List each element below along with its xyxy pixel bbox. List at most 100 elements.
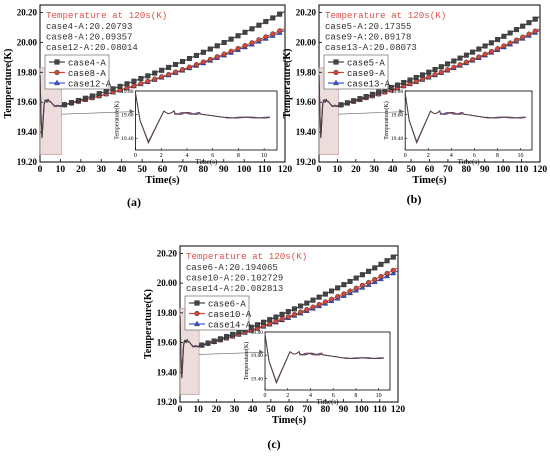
- series-marker: [457, 62, 463, 68]
- inset-y-tick-label: 19.60: [251, 353, 264, 359]
- series-marker: [145, 73, 151, 79]
- y-tick-label: 19.60: [157, 338, 178, 348]
- info-title: Temperature at 120s(K): [325, 10, 446, 21]
- series-marker: [322, 299, 328, 305]
- info-line: case4-A:20.20793: [46, 22, 132, 32]
- series-marker: [482, 43, 488, 49]
- series-marker: [376, 89, 382, 95]
- inset-x-tick-label: 8: [237, 153, 240, 159]
- x-tick-label: 100: [237, 165, 252, 175]
- legend-marker: [194, 310, 200, 317]
- info-title: Temperature at 120s(K): [46, 10, 167, 21]
- x-tick-label: 100: [355, 405, 370, 415]
- inset-x-axis-label: Time(s): [195, 158, 218, 166]
- x-tick-label: 30: [370, 165, 380, 175]
- series-marker: [62, 102, 68, 108]
- series-marker: [520, 23, 526, 29]
- series-marker: [96, 91, 102, 97]
- series-marker: [338, 102, 344, 108]
- x-tick-label: 0: [317, 165, 322, 175]
- info-title: Temperature at 120s(K): [186, 251, 307, 262]
- inset-x-tick-label: 10: [376, 393, 382, 399]
- series-marker: [159, 67, 165, 73]
- series-marker: [298, 309, 304, 315]
- series-marker: [131, 83, 137, 89]
- series-marker: [138, 81, 144, 87]
- legend-marker: [333, 59, 339, 65]
- series-marker: [152, 76, 158, 82]
- legend-entry: case9-A: [347, 69, 385, 79]
- series-marker: [180, 59, 186, 65]
- panel-label: (b): [407, 192, 422, 206]
- series-marker: [353, 275, 359, 281]
- legend-entry: case10-A: [208, 310, 252, 320]
- inset-x-tick-label: 2: [427, 153, 430, 159]
- series-marker: [310, 297, 316, 303]
- x-tick-label: 110: [515, 165, 529, 175]
- series-marker: [420, 76, 426, 82]
- inset-y-tick-label: 19.80: [391, 89, 404, 95]
- series-marker: [366, 279, 372, 285]
- zoom-arrow-head: [399, 109, 405, 114]
- series-marker: [532, 28, 538, 34]
- chart-panel-3: 0 10 20 30 40 50 60 70 80 90 100 110 12019.2019.4019…: [143, 245, 405, 451]
- series-marker: [205, 340, 211, 346]
- series-marker: [384, 270, 390, 276]
- series-marker: [221, 40, 227, 46]
- zoom-arrow: [61, 111, 134, 115]
- series-marker: [159, 74, 165, 80]
- x-tick-label: 100: [496, 165, 511, 175]
- inset-x-tick-label: 4: [450, 153, 453, 159]
- series-case8-A: [39, 27, 286, 138]
- inset-y-tick-label: 19.60: [121, 113, 134, 119]
- x-tick-label: 120: [533, 165, 548, 175]
- series-marker: [68, 100, 74, 106]
- series-marker: [495, 37, 501, 43]
- inset-x-tick-label: 2: [286, 393, 289, 399]
- inset-x-tick-label: 0: [404, 153, 407, 159]
- inset-x-tick-label: 0: [134, 153, 137, 159]
- x-tick-label: 70: [178, 165, 188, 175]
- inset-y-tick-label: 19.40: [251, 376, 264, 382]
- series-marker: [532, 16, 538, 22]
- x-tick-label: 80: [462, 165, 472, 175]
- series-marker: [347, 278, 353, 284]
- series-marker: [366, 268, 372, 274]
- series-marker: [273, 314, 279, 320]
- x-tick-label: 20: [76, 165, 86, 175]
- y-tick-label: 19.80: [17, 67, 38, 77]
- series-marker: [173, 69, 179, 75]
- series-marker: [401, 80, 407, 86]
- series-marker: [304, 306, 310, 312]
- y-axis-label: Temperature(K): [143, 289, 154, 359]
- y-axis-label: Temperature(K): [3, 49, 14, 119]
- series-marker: [117, 83, 123, 89]
- x-tick-label: 50: [406, 165, 416, 175]
- series-marker: [236, 329, 242, 335]
- x-tick-label: 70: [443, 165, 453, 175]
- series-marker: [407, 77, 413, 83]
- x-tick-label: 90: [219, 165, 229, 175]
- x-tick-label: 20: [351, 165, 361, 175]
- series-marker: [451, 64, 457, 70]
- inset-frame: [264, 331, 391, 391]
- x-tick-label: 40: [117, 165, 127, 175]
- info-line: case5-A:20.17355: [325, 22, 411, 32]
- y-tick-label: 20.20: [296, 7, 317, 17]
- info-line: case8-A:20.09357: [46, 33, 132, 43]
- legend-marker: [333, 69, 339, 76]
- series-marker: [89, 93, 95, 99]
- series-marker: [476, 54, 482, 60]
- y-tick-label: 20.00: [157, 278, 178, 288]
- inset-chart: 0 2 4 6 8 10 19.40 19.60 19.80 Time(s) Temperature…: [199, 330, 391, 406]
- legend-entry: case8-A: [68, 69, 106, 79]
- series-marker: [507, 30, 513, 36]
- series-marker: [304, 300, 310, 306]
- series-marker: [426, 69, 432, 75]
- inset-chart: 0 2 4 6 8 10 19.40 19.60 19.80 Time(s) Temperature…: [61, 89, 278, 166]
- x-tick-label: 40: [248, 405, 258, 415]
- series-marker: [285, 309, 291, 315]
- series-marker: [242, 29, 248, 35]
- legend-entry: case13-A: [347, 79, 391, 89]
- info-line: case14-A:20.082813: [186, 284, 283, 294]
